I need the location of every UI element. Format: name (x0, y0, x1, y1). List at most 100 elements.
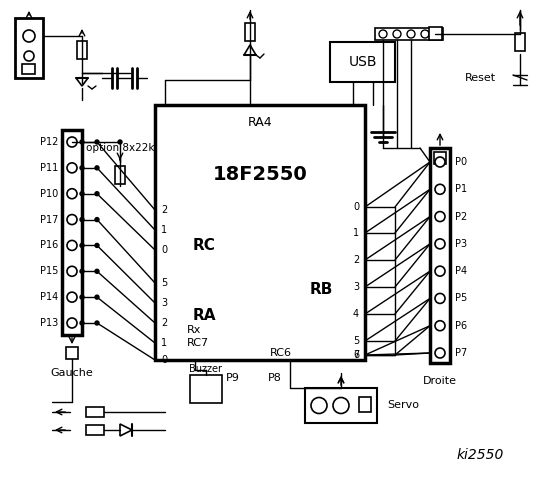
Bar (434, 152, 446, 164)
Text: P5: P5 (455, 293, 467, 303)
Text: 6: 6 (353, 350, 359, 360)
Bar (155, 105, 365, 360)
Text: 0: 0 (161, 355, 167, 365)
Circle shape (95, 217, 99, 222)
Circle shape (393, 30, 401, 38)
Text: P1: P1 (455, 184, 467, 194)
Text: P4: P4 (455, 266, 467, 276)
Circle shape (95, 192, 99, 196)
Circle shape (435, 184, 445, 194)
Text: Reset: Reset (465, 73, 496, 83)
Text: RC7: RC7 (187, 338, 209, 348)
Bar (429, 27, 442, 40)
Bar (15, 18, 43, 78)
Polygon shape (76, 78, 88, 86)
Text: RC: RC (193, 238, 216, 252)
Circle shape (67, 189, 77, 199)
Circle shape (67, 240, 77, 251)
Text: RC6: RC6 (270, 348, 292, 358)
Text: 0: 0 (161, 245, 167, 255)
Text: P10: P10 (40, 189, 58, 199)
Circle shape (67, 318, 77, 328)
Text: 2: 2 (353, 255, 359, 265)
Bar (115, 166, 125, 184)
Text: P17: P17 (40, 215, 58, 225)
Circle shape (333, 397, 349, 413)
Text: option 8x22k: option 8x22k (86, 143, 154, 153)
Circle shape (67, 137, 77, 147)
Text: Buzzer: Buzzer (190, 364, 222, 374)
Circle shape (421, 30, 429, 38)
Bar (22, 64, 35, 74)
Text: RA4: RA4 (248, 117, 272, 130)
Circle shape (80, 243, 84, 247)
Text: USB: USB (348, 55, 377, 69)
Text: P0: P0 (455, 157, 467, 167)
Text: P11: P11 (40, 163, 58, 173)
Text: 5: 5 (353, 336, 359, 346)
Text: P12: P12 (40, 137, 58, 147)
Text: P8: P8 (268, 373, 282, 383)
Text: P3: P3 (455, 239, 467, 249)
Circle shape (80, 217, 84, 222)
Circle shape (80, 295, 84, 299)
Text: 18F2550: 18F2550 (212, 166, 307, 184)
Text: Droite: Droite (423, 376, 457, 386)
Circle shape (23, 30, 35, 42)
Text: 3: 3 (353, 282, 359, 292)
Circle shape (95, 269, 99, 273)
Bar (86, 407, 104, 417)
Circle shape (311, 397, 327, 413)
Circle shape (379, 30, 387, 38)
Bar (245, 23, 255, 41)
Text: RB: RB (310, 283, 333, 298)
Text: 1: 1 (353, 228, 359, 238)
Text: 3: 3 (161, 298, 167, 308)
Text: P2: P2 (455, 212, 467, 222)
Bar (430, 148, 450, 363)
Text: 2: 2 (161, 318, 167, 328)
Circle shape (435, 293, 445, 303)
Text: 2: 2 (161, 205, 167, 215)
Text: P15: P15 (40, 266, 58, 276)
Text: 0: 0 (353, 202, 359, 212)
Text: Gauche: Gauche (51, 368, 93, 378)
Circle shape (67, 266, 77, 276)
Bar (305, 388, 377, 423)
Circle shape (67, 215, 77, 225)
Circle shape (435, 348, 445, 358)
Bar (359, 397, 371, 412)
Circle shape (407, 30, 415, 38)
Text: 1: 1 (161, 338, 167, 348)
Text: P9: P9 (226, 373, 240, 383)
Text: P7: P7 (455, 348, 467, 358)
Bar (375, 28, 443, 40)
Circle shape (435, 212, 445, 222)
Circle shape (80, 321, 84, 325)
Bar (515, 33, 525, 51)
Text: 7: 7 (353, 350, 359, 360)
Text: P16: P16 (40, 240, 58, 251)
Circle shape (80, 140, 84, 144)
Circle shape (435, 239, 445, 249)
Bar (330, 42, 395, 82)
Circle shape (95, 295, 99, 299)
Bar (190, 375, 222, 403)
Circle shape (435, 321, 445, 331)
Text: 1: 1 (161, 225, 167, 235)
Circle shape (80, 192, 84, 196)
Circle shape (80, 166, 84, 170)
Bar (66, 347, 78, 359)
Text: P14: P14 (40, 292, 58, 302)
Text: 5: 5 (161, 278, 167, 288)
Text: P13: P13 (40, 318, 58, 328)
Circle shape (435, 266, 445, 276)
Circle shape (435, 157, 445, 167)
Circle shape (24, 51, 34, 61)
Circle shape (95, 140, 99, 144)
Bar (62, 130, 82, 335)
Circle shape (95, 321, 99, 325)
Circle shape (67, 292, 77, 302)
Text: 4: 4 (353, 309, 359, 319)
Circle shape (67, 163, 77, 173)
